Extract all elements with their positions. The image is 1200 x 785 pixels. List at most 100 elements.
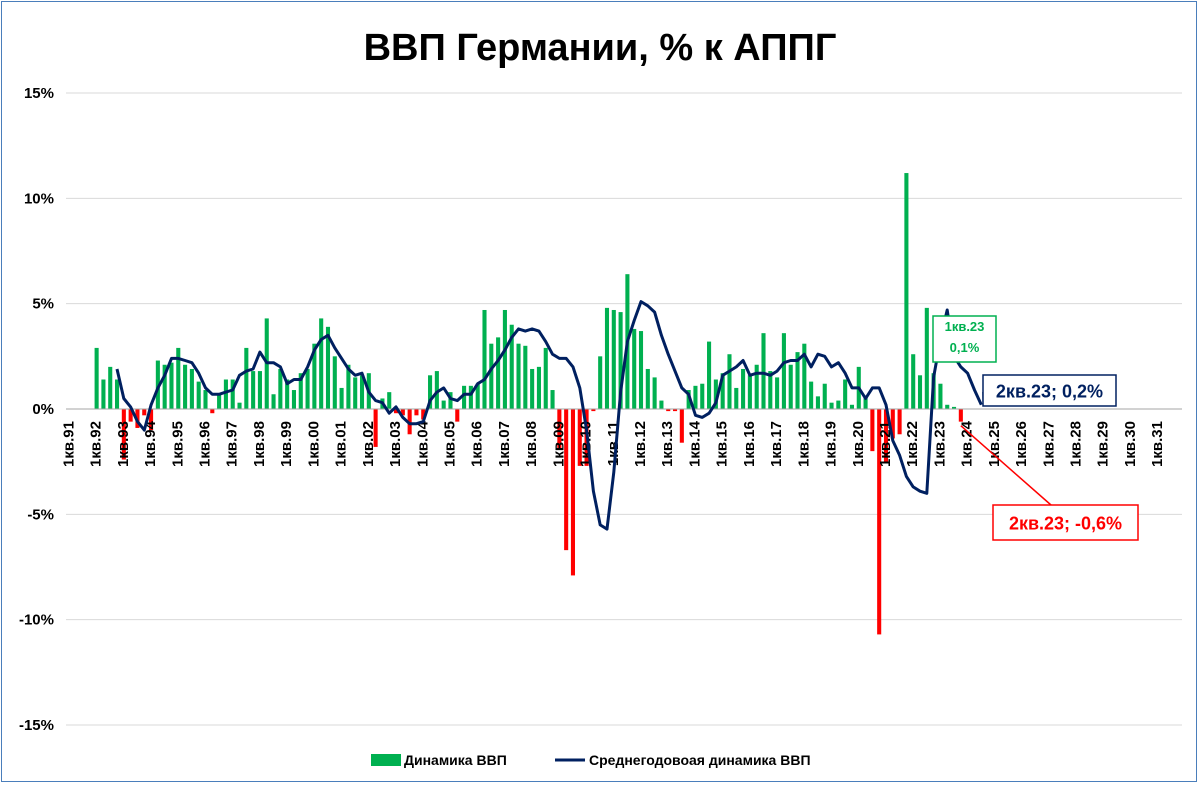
bar [652,377,657,409]
y-tick-label: 5% [32,296,54,313]
bar [686,390,691,409]
bar [169,362,174,409]
series-line [115,300,983,531]
bar [196,381,201,409]
bar [244,347,249,409]
x-tick-label: 1кв.98 [251,421,268,467]
bar [598,356,603,409]
x-tick-label: 1кв.13 [659,421,676,467]
bar [720,373,725,409]
x-tick-label: 1кв.99 [278,421,295,467]
bar [516,343,521,409]
bar [666,409,671,412]
bar [441,400,446,409]
bar [319,318,324,409]
bar [877,409,882,635]
bar [570,409,576,576]
bar [509,324,514,409]
bar [883,409,889,462]
line-series [115,300,983,531]
bar [312,343,317,409]
x-tick-label: 1кв.25 [986,421,1003,467]
bar [251,371,256,409]
bar [557,409,562,450]
bar [700,383,705,409]
bar [632,328,637,409]
annotation-text: 2кв.23; -0,6% [1009,514,1122,534]
bar [142,409,147,416]
y-tick-label: 10% [24,190,54,207]
bar [768,371,773,409]
y-axis-ticks: 15% 10% 5% 0% -5% -10% -15% [19,85,54,734]
bar [400,409,405,416]
annotation-text: 0,1% [950,340,980,355]
x-tick-label: 1кв.01 [333,421,350,467]
bar [155,360,160,409]
bar [502,309,507,409]
bar [149,409,154,431]
annotation-text: 2кв.23; 0,2% [996,382,1103,402]
bar [393,409,399,414]
annotation-connector [960,425,1052,506]
bar [775,377,780,409]
x-tick-label: 1кв.95 [169,421,186,467]
x-tick-label: 1кв.00 [305,421,322,467]
bar [843,379,848,409]
bar [564,409,569,551]
bar [428,375,433,409]
bar [455,409,460,422]
legend-swatch-bar [371,754,401,766]
bar [747,375,752,409]
bar [645,368,650,409]
annotation-text: 1кв.23 [945,319,985,334]
bar [346,364,351,409]
x-tick-label: 1кв.02 [360,421,377,467]
bar [489,343,494,409]
legend: Динамика ВВП Среднегодовоая динамика ВВП [371,752,811,768]
x-tick-label: 1кв.05 [441,421,458,467]
bar [713,379,718,409]
bar [707,341,712,409]
bar [829,402,834,409]
bar [904,173,909,409]
bar [822,383,827,409]
bar [305,368,310,409]
bar [468,385,473,409]
bar [94,347,99,409]
bar [734,387,739,409]
bar [387,392,392,409]
bar [278,368,283,409]
bar [217,394,222,409]
y-tick-label: -15% [19,717,54,734]
x-tick-label: 1кв.31 [1149,421,1166,467]
bar [870,409,875,452]
bar [237,402,242,409]
x-tick-label: 1кв.28 [1068,421,1085,467]
annotation-q1-23: 1кв.23 0,1% [932,315,997,363]
bar [339,387,344,409]
bar [795,352,800,409]
x-tick-label: 1кв.22 [904,421,921,467]
bar [189,368,194,409]
x-tick-label: 1кв.27 [1040,421,1057,467]
bar [924,307,929,409]
bar [203,390,208,409]
bar [223,379,228,409]
bar [659,400,664,409]
bar [475,383,480,409]
x-tick-label: 1кв.04 [414,420,431,467]
bar [298,373,303,409]
bar [550,390,555,409]
bar [727,354,732,409]
x-tick-label: 1кв.94 [142,420,159,467]
bar [128,409,133,422]
annotation-bar-q2-23: 2кв.23; -0,6% [992,504,1139,541]
bar [414,409,419,416]
bar [693,385,698,409]
bar [543,347,548,409]
bar [815,396,820,409]
bar [890,409,895,439]
x-tick-label: 1кв.16 [741,421,758,467]
bar [482,309,487,409]
